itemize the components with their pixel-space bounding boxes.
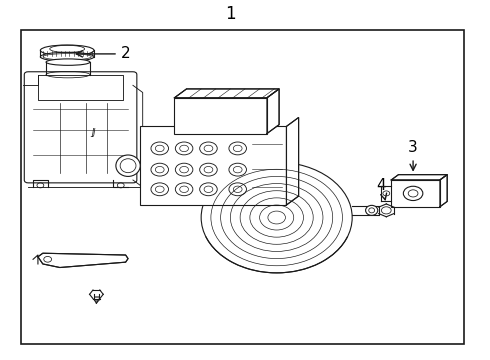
Text: 1: 1 bbox=[225, 5, 236, 23]
Bar bbox=[21, 30, 464, 344]
Text: 2: 2 bbox=[76, 46, 130, 62]
Text: 3: 3 bbox=[408, 140, 418, 170]
Bar bbox=[391, 180, 440, 207]
Polygon shape bbox=[391, 175, 447, 180]
Text: 4: 4 bbox=[377, 178, 387, 200]
Bar bbox=[174, 98, 267, 134]
Ellipse shape bbox=[116, 155, 140, 176]
Polygon shape bbox=[267, 89, 279, 134]
Ellipse shape bbox=[40, 45, 94, 56]
Polygon shape bbox=[38, 253, 128, 267]
Polygon shape bbox=[287, 117, 298, 205]
Polygon shape bbox=[440, 175, 447, 207]
Text: JJ: JJ bbox=[91, 128, 96, 137]
Circle shape bbox=[201, 162, 352, 273]
Polygon shape bbox=[174, 89, 279, 98]
Bar bbox=[140, 126, 287, 205]
Ellipse shape bbox=[40, 52, 94, 61]
Ellipse shape bbox=[46, 59, 90, 65]
Bar bbox=[28, 75, 133, 180]
Ellipse shape bbox=[366, 205, 378, 215]
Circle shape bbox=[403, 186, 423, 201]
